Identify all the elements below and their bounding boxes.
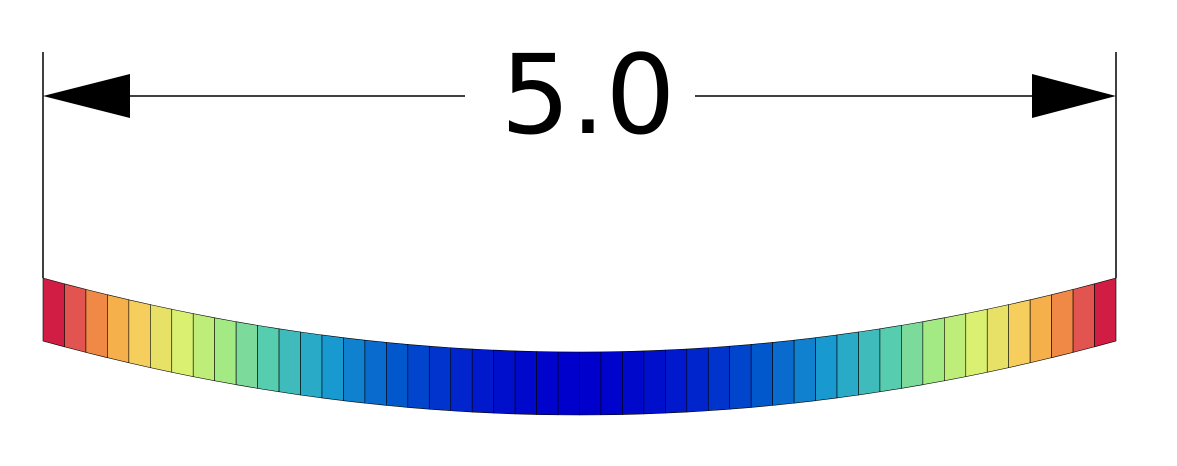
beam-element (986, 304, 1010, 373)
arrowhead-left (43, 74, 130, 118)
beam-element (128, 299, 151, 369)
beam-element (536, 351, 559, 416)
beam-element (1008, 299, 1031, 369)
beam-element (493, 349, 516, 415)
beam-element (343, 337, 366, 404)
dimension-label: 5.0 (501, 31, 676, 159)
beam-element (686, 347, 709, 413)
beam-element (622, 350, 645, 415)
beam-element (321, 334, 344, 402)
deformed-beam (42, 277, 1117, 416)
beam-element (150, 304, 173, 373)
beam-element (278, 328, 301, 396)
beam-element (665, 348, 688, 414)
beam-element (64, 283, 87, 353)
beam-element (944, 313, 967, 382)
beam-element (879, 325, 902, 393)
beam-element (407, 344, 430, 410)
beam-element (300, 331, 323, 399)
beam-element (836, 331, 859, 399)
arrowhead-right (1032, 74, 1116, 118)
beam-element (42, 277, 65, 348)
beam-element (1094, 277, 1117, 348)
beam-element (557, 351, 580, 416)
dimension-annotation: 5.0 (42, 31, 1117, 278)
beam-element (214, 317, 237, 386)
beam-element (858, 328, 881, 396)
beam-element (257, 325, 280, 393)
beam-element (793, 337, 816, 404)
beam-element (600, 351, 623, 416)
beam-element (514, 350, 537, 415)
beam-element (235, 321, 258, 389)
beam-element (85, 288, 108, 359)
beam-element (707, 345, 731, 412)
beam-element (386, 342, 409, 408)
beam-element (815, 334, 838, 402)
beam-element (579, 351, 602, 416)
beam-element (471, 348, 494, 414)
beam-element (772, 339, 795, 406)
beam-element (1029, 294, 1052, 364)
beam-element (1072, 283, 1095, 353)
beam-element (428, 345, 452, 412)
beam-element (107, 294, 130, 364)
beam-element (171, 308, 194, 378)
beam-element (192, 313, 215, 382)
beam-element (1051, 288, 1074, 359)
beam-element (450, 347, 473, 413)
beam-element (643, 349, 666, 415)
beam-element (922, 317, 945, 386)
beam-element (364, 339, 387, 406)
beam-element (729, 344, 752, 410)
beam-element (901, 321, 924, 389)
beam-element (750, 342, 773, 408)
beam-element (965, 308, 988, 378)
